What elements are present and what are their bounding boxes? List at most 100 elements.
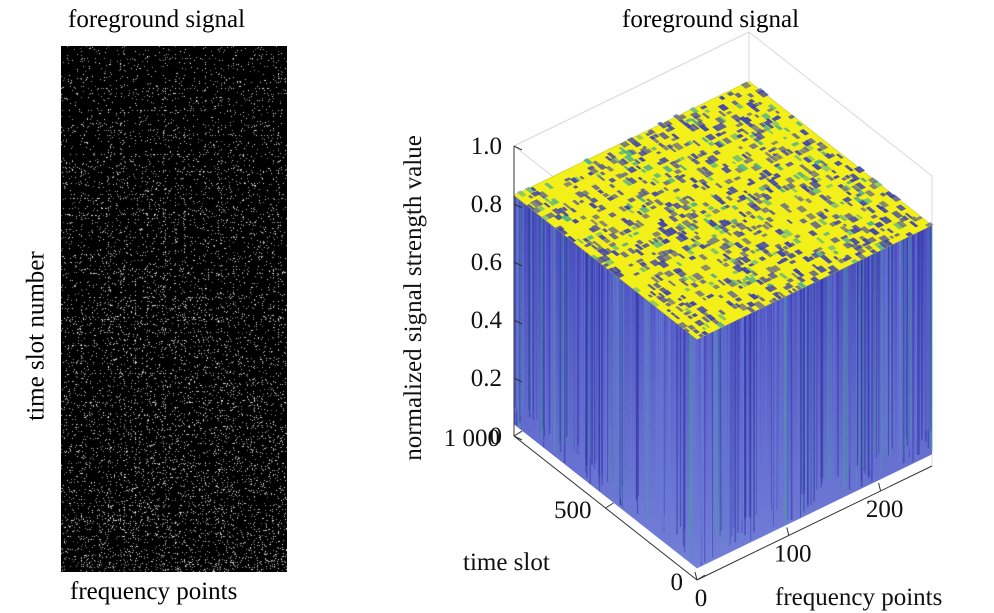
top-face-cell [657,250,668,258]
top-face-cell [704,109,711,114]
top-face-cell [722,258,729,262]
top-face-cell [650,191,660,197]
x-tick-label: 100 [774,540,812,567]
top-face-cell [837,214,848,222]
top-face-cell [675,305,684,312]
top-face-cell [753,300,766,309]
top-face-cell [765,277,773,282]
top-face-cell [595,173,602,178]
top-face-cell [701,171,712,178]
top-face-cell [657,260,670,269]
top-face-cell [797,281,807,288]
top-face-cell [741,153,749,159]
top-face-cell [833,219,842,225]
top-face-cell [807,190,817,196]
top-face-cell [633,159,641,164]
top-face-cell [590,219,599,226]
top-face-cell [671,133,680,140]
top-face-cell [597,189,605,194]
top-face-cell [721,242,732,249]
top-face-cell [837,258,845,264]
top-face-cell [855,192,863,198]
top-face-cell [545,212,556,219]
top-face-cell [711,208,721,215]
top-face-cell [526,203,535,210]
top-face-cell [698,253,708,261]
top-face-cell [833,160,843,167]
top-face-cell [782,250,791,256]
top-face-cell [793,155,803,162]
top-face-cell [660,238,671,245]
top-face-cell [560,214,573,222]
top-face-cell [902,215,910,221]
top-face-cell [777,291,786,298]
top-face-cell [765,266,777,274]
top-face-cell [669,147,677,153]
top-face-cell [809,177,819,184]
top-face-cell [677,156,686,162]
top-face-cell [666,248,674,254]
top-face-cell [710,273,718,279]
top-face-cell [792,237,802,244]
top-face-cell [755,294,761,298]
top-face-cell [820,151,827,156]
top-face-cell [574,190,586,198]
top-face-cell [802,156,813,163]
top-face-cell [860,207,868,212]
top-face-cell [765,216,775,223]
top-face-cell [651,252,657,256]
y-tick-mark [513,430,523,437]
top-face-cell [745,156,754,163]
top-face-cell [642,145,648,150]
top-face-cell [649,259,661,267]
top-face-cell [729,133,741,141]
top-face-cell [815,210,825,217]
top-face-cell [774,294,783,300]
top-face-cell [677,223,687,230]
top-face-cell [825,195,832,200]
top-face-cell [622,228,632,234]
top-face-cell [653,198,665,206]
top-face-cell [786,252,797,259]
top-face-cell [650,146,658,151]
top-face-cell [717,103,729,112]
top-face-cell [651,231,662,238]
top-face-cell [701,137,710,143]
top-face-cell [844,185,852,190]
top-face-cell [744,151,753,157]
foreground-heatmap [61,46,287,572]
top-face-cell [672,163,682,169]
top-face-cell [730,114,743,122]
top-face-cell [734,303,741,308]
top-face-cell [655,151,662,155]
top-face-cell [808,256,815,261]
top-face-cell [747,292,753,297]
top-face-cell [608,267,619,275]
top-face-cell [714,182,723,189]
top-face-cell [689,212,700,219]
top-face-cell [791,141,800,147]
top-face-cell [773,172,782,179]
top-face-cell [768,210,776,215]
top-face-cell [633,222,642,229]
top-face-cell [658,287,667,293]
top-face-cell [866,220,876,227]
top-face-cell [717,294,724,299]
top-face-cell [608,177,617,183]
top-face-cell [661,145,670,151]
top-face-cell [530,186,537,192]
top-face-cell [657,226,668,234]
top-face-cell [810,186,822,195]
top-face-cell [736,303,749,311]
top-face-cell [739,280,751,288]
top-face-cell [649,299,660,307]
top-face-cell [849,173,861,181]
top-face-cell [820,250,826,255]
top-face-cell [586,235,595,240]
top-face-cell [796,196,805,202]
top-face-cell [840,186,850,192]
top-face-cell [910,216,919,222]
top-face-cell [616,190,625,196]
top-face-cell [725,110,733,115]
top-face-cell [576,238,585,244]
